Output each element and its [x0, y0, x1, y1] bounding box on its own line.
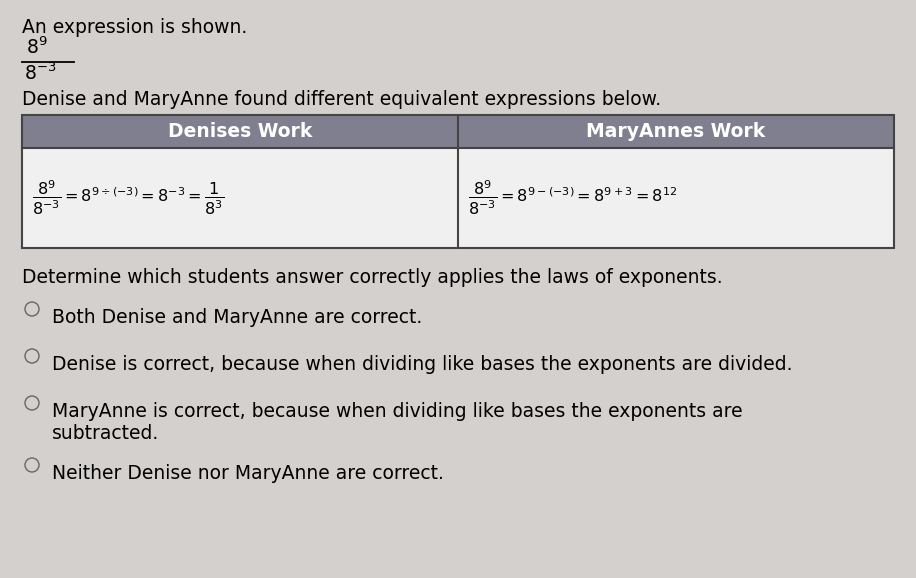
Text: Denises Work: Denises Work — [168, 122, 312, 141]
Text: $\dfrac{8^9}{8^{-3}} = 8^{9-(-3)} = 8^{9+3} = 8^{12}$: $\dfrac{8^9}{8^{-3}} = 8^{9-(-3)} = 8^{9… — [468, 179, 677, 217]
Text: Denise and MaryAnne found different equivalent expressions below.: Denise and MaryAnne found different equi… — [22, 90, 661, 109]
Text: $\dfrac{8^9}{8^{-3}} = 8^{9\div(-3)} = 8^{-3} = \dfrac{1}{8^3}$: $\dfrac{8^9}{8^{-3}} = 8^{9\div(-3)} = 8… — [32, 179, 224, 217]
Text: $8^9$: $8^9$ — [26, 36, 48, 57]
Text: An expression is shown.: An expression is shown. — [22, 18, 247, 37]
Text: Neither Denise nor MaryAnne are correct.: Neither Denise nor MaryAnne are correct. — [52, 464, 444, 483]
Text: Denise is correct, because when dividing like bases the exponents are divided.: Denise is correct, because when dividing… — [52, 355, 792, 374]
Text: MaryAnnes Work: MaryAnnes Work — [586, 122, 766, 141]
Text: Determine which students answer correctly applies the laws of exponents.: Determine which students answer correctl… — [22, 268, 723, 287]
Text: MaryAnne is correct, because when dividing like bases the exponents are
subtract: MaryAnne is correct, because when dividi… — [52, 402, 743, 443]
Bar — [22, 115, 894, 148]
Text: Both Denise and MaryAnne are correct.: Both Denise and MaryAnne are correct. — [52, 308, 422, 327]
Bar — [22, 115, 894, 248]
Bar — [22, 148, 894, 248]
Text: $8^{-3}$: $8^{-3}$ — [24, 63, 57, 84]
